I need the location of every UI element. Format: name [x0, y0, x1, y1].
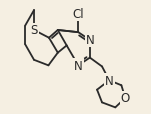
Text: N: N: [85, 34, 94, 47]
Text: N: N: [105, 74, 114, 87]
Text: S: S: [30, 24, 38, 37]
Text: O: O: [121, 92, 130, 105]
Text: Cl: Cl: [72, 8, 84, 21]
Text: N: N: [74, 59, 83, 72]
